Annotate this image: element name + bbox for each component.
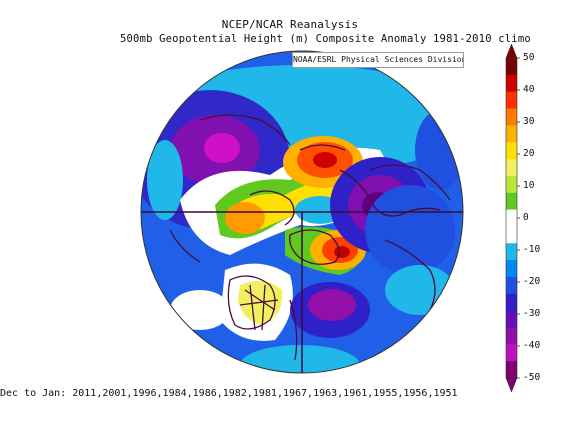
colorbar-tick-label: 30 [523,116,535,127]
colorbar-swatch [506,58,517,76]
colorbar-swatch [506,192,517,211]
colorbar-swatch [506,91,517,110]
colorbar-swatch [506,108,517,126]
colorbar-tick-label: -40 [523,340,541,351]
colorbar-tick-label: -10 [523,244,541,255]
colorbar-swatch [506,310,517,328]
colorbar-tick-label: 10 [523,180,535,191]
colorbar-tick-label: 40 [523,84,535,95]
title-line-2: 500mb Geopotential Height (m) Composite … [120,33,531,45]
colorbar-tick-label: 20 [523,148,535,159]
colorbar-swatch [506,260,517,278]
anomaly-field [141,51,463,373]
colorbar-swatch [506,159,517,177]
colorbar [505,43,520,393]
colorbar-swatch [506,344,517,362]
footer-years: Dec to Jan: 2011,2001,1996,1984,1986,198… [0,388,458,399]
colorbar-tick-label: 0 [523,212,529,223]
colorbar-swatch [506,125,517,143]
colorbar-top-arrow [505,43,518,59]
coastlines [169,114,451,361]
colorbar-swatch [506,293,517,312]
credit-label: NOAA/ESRL Physical Sciences Division [292,52,464,68]
colorbar-tick-label: -20 [523,276,541,287]
colorbar-swatch [506,142,517,160]
colorbar-swatch [506,327,517,345]
colorbar-swatch [506,74,517,93]
colorbar-swatch [506,175,517,194]
colorbar-tick-label: -30 [523,308,541,319]
colorbar-swatch [506,209,517,227]
colorbar-swatch [506,276,517,295]
colorbar-swatch [506,361,517,379]
colorbar-tick-label: -50 [523,372,541,383]
title-line-1: NCEP/NCAR Reanalysis [221,18,359,31]
colorbar-swatch [506,243,517,261]
colorbar-swatch [506,226,517,244]
colorbar-tick-label: 50 [523,52,535,63]
